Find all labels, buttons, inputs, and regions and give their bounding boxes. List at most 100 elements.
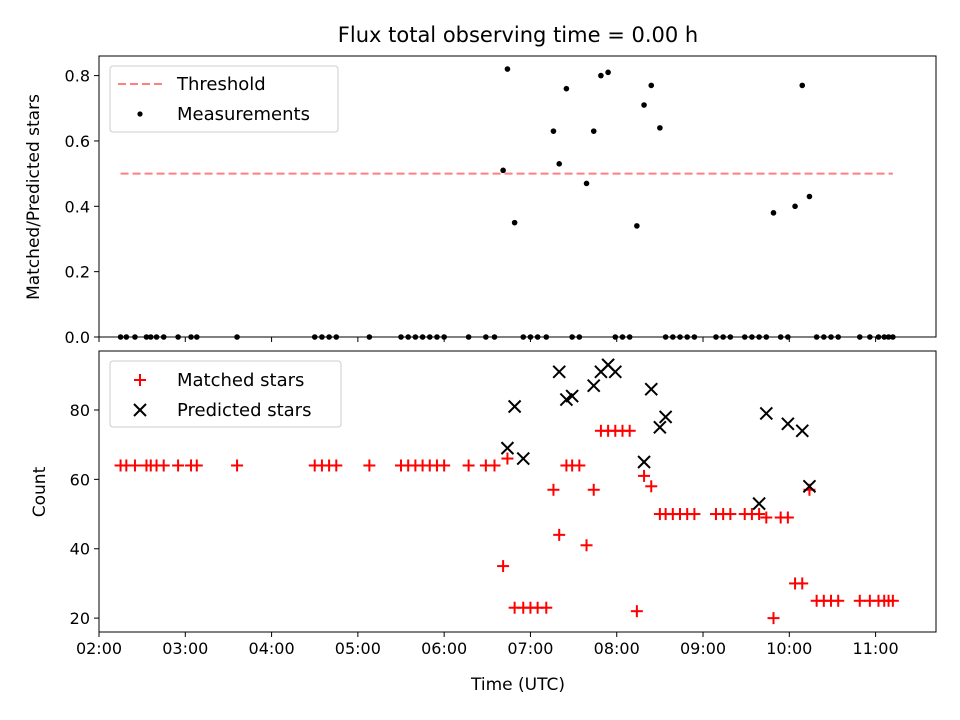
matched-star-point: [724, 508, 737, 521]
measurement-point: [500, 167, 506, 174]
ratio-plot-frame: [98, 55, 937, 338]
predicted-star-point: [752, 496, 766, 511]
x-tick-label: 06:00: [421, 639, 467, 658]
matched-star-point: [638, 469, 651, 482]
matched-star-point: [488, 459, 501, 472]
count-marks: [114, 358, 899, 625]
ratio-y-tick-label: 0.4: [65, 197, 90, 216]
measurement-point: [641, 102, 647, 108]
matched-star-point: [760, 511, 773, 524]
predicted-star-point: [637, 455, 651, 469]
threshold-legend-label: Threshold: [176, 74, 266, 95]
predicted-star-point: [552, 365, 566, 379]
count-plot-frame: [98, 350, 937, 633]
chart-title: Flux total observing time = 0.00 h: [338, 23, 698, 47]
measurement-point: [634, 223, 640, 229]
matched-star-point: [886, 594, 899, 607]
ratio-legend: Threshold Measurements: [109, 65, 339, 133]
x-axis-label: Time (UTC): [470, 675, 565, 695]
matched-star-point: [540, 601, 553, 614]
predicted-star-point: [658, 410, 673, 424]
ratio-y-tick-label: 0.8: [65, 67, 90, 86]
matched-star-point: [645, 480, 658, 493]
x-tick-label: 03:00: [162, 639, 208, 658]
predicted-legend-label: Predicted stars: [177, 400, 311, 421]
matched-star-point: [172, 459, 185, 472]
predicted-star-point: [587, 378, 601, 393]
predicted-star-point: [608, 365, 623, 379]
count-y-axis-label: Count: [30, 466, 50, 517]
matched-star-point: [501, 452, 514, 465]
x-tick-label: 02:00: [76, 639, 122, 658]
ratio-y-tick-label: 0.0: [65, 328, 90, 347]
x-tick-label: 10:00: [766, 639, 812, 658]
matched-star-point: [553, 528, 566, 541]
matched-star-point: [781, 511, 794, 524]
matched-star-point: [128, 459, 141, 472]
predicted-star-point: [781, 417, 795, 431]
measurement-point: [770, 210, 777, 216]
matched-star-point: [580, 539, 593, 552]
count-legend-box: [109, 360, 342, 428]
matched-star-point: [497, 560, 510, 573]
measurement-point: [511, 219, 518, 226]
matched-star-point: [853, 594, 866, 607]
count-y-tick-label: 40: [70, 540, 90, 559]
ratio-legend-box: [109, 65, 339, 133]
measurement-point: [648, 82, 655, 89]
x-tick-label: 05:00: [335, 639, 381, 658]
matched-star-point: [767, 612, 780, 625]
measurement-point: [563, 85, 570, 92]
count-legend: Matched stars Predicted stars: [109, 360, 342, 428]
predicted-star-point: [565, 389, 579, 403]
x-tick-label: 04:00: [249, 639, 295, 658]
count-y-tick-label: 80: [70, 401, 90, 420]
matched-star-point: [330, 459, 343, 472]
matched-star-point: [573, 459, 586, 472]
predicted-star-point: [653, 420, 667, 435]
measurement-point: [583, 180, 590, 187]
matched-star-point: [190, 459, 203, 472]
matched-star-point: [157, 459, 170, 472]
predicted-legend-swatch: [133, 403, 147, 417]
x-tick-label: 11:00: [853, 639, 899, 658]
measurement-point: [504, 66, 511, 72]
predicted-star-point: [500, 441, 515, 455]
count-y-ticks: 20 40 60 80: [70, 401, 99, 628]
measurement-point: [556, 161, 563, 167]
measurements-legend-label: Measurements: [177, 104, 310, 125]
measurement-point: [605, 69, 611, 76]
ratio-y-tick-label: 0.2: [65, 263, 90, 282]
ratio-y-tick-label: 0.6: [65, 132, 90, 151]
predicted-star-point: [516, 451, 530, 466]
measurement-point: [598, 72, 604, 79]
matched-star-point: [363, 459, 376, 472]
matched-star-point: [231, 459, 244, 472]
ratio-y-axis-label: Matched/Predicted stars: [24, 94, 44, 300]
matched-star-point: [462, 459, 475, 472]
measurement-point: [657, 125, 663, 131]
measurement-point: [550, 128, 557, 134]
count-y-tick-label: 20: [70, 609, 90, 628]
predicted-star-point: [795, 424, 809, 438]
predicted-star-point: [759, 406, 774, 421]
measurement-point: [806, 193, 813, 200]
predicted-star-point: [644, 382, 658, 396]
measurement-point: [799, 82, 806, 89]
predicted-star-point: [507, 399, 522, 414]
matched-star-point: [587, 483, 600, 496]
measurement-point: [590, 128, 597, 134]
predicted-star-point: [802, 479, 817, 494]
matched-star-point: [832, 594, 845, 607]
matched-legend-label: Matched stars: [177, 370, 304, 391]
matched-star-point: [753, 508, 766, 521]
x-tick-label: 08:00: [594, 639, 640, 658]
matched-star-point: [688, 508, 701, 521]
matched-star-point: [630, 605, 643, 618]
count-x-ticks: 02:00 03:00 04:00 05:00 06:00 07:00 08:00 09:00…: [76, 632, 899, 658]
x-tick-label: 09:00: [680, 639, 726, 658]
ratio-x-ticks: [98, 337, 877, 342]
matched-star-point: [796, 577, 809, 590]
